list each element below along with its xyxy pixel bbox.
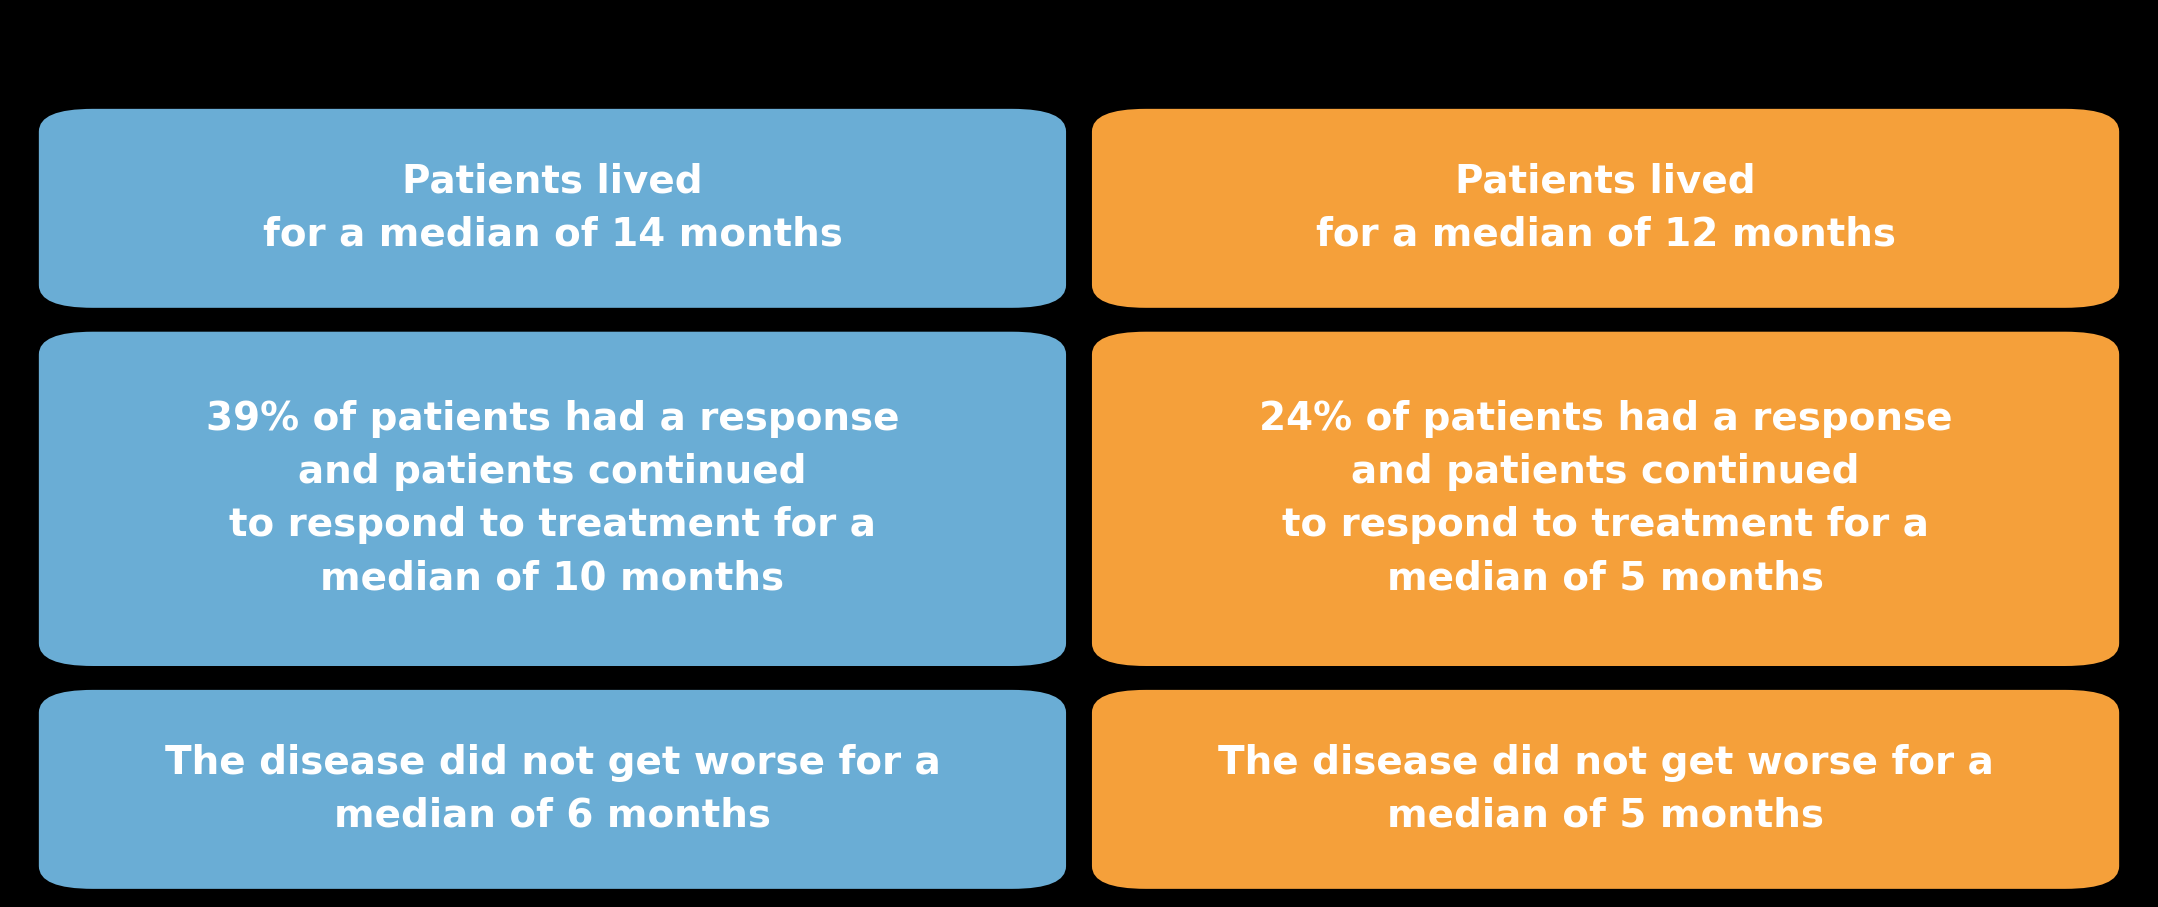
FancyBboxPatch shape <box>1092 690 2119 889</box>
FancyBboxPatch shape <box>39 109 1066 307</box>
Text: 24% of patients had a response
and patients continued
to respond to treatment fo: 24% of patients had a response and patie… <box>1258 400 1953 598</box>
FancyBboxPatch shape <box>39 332 1066 666</box>
FancyBboxPatch shape <box>1092 332 2119 666</box>
FancyBboxPatch shape <box>39 690 1066 889</box>
FancyBboxPatch shape <box>1092 109 2119 307</box>
Text: Patients lived
for a median of 14 months: Patients lived for a median of 14 months <box>263 163 842 254</box>
Text: The disease did not get worse for a
median of 5 months: The disease did not get worse for a medi… <box>1217 744 1994 834</box>
Text: The disease did not get worse for a
median of 6 months: The disease did not get worse for a medi… <box>164 744 941 834</box>
Text: Patients lived
for a median of 12 months: Patients lived for a median of 12 months <box>1316 163 1895 254</box>
Text: 39% of patients had a response
and patients continued
to respond to treatment fo: 39% of patients had a response and patie… <box>205 400 900 598</box>
